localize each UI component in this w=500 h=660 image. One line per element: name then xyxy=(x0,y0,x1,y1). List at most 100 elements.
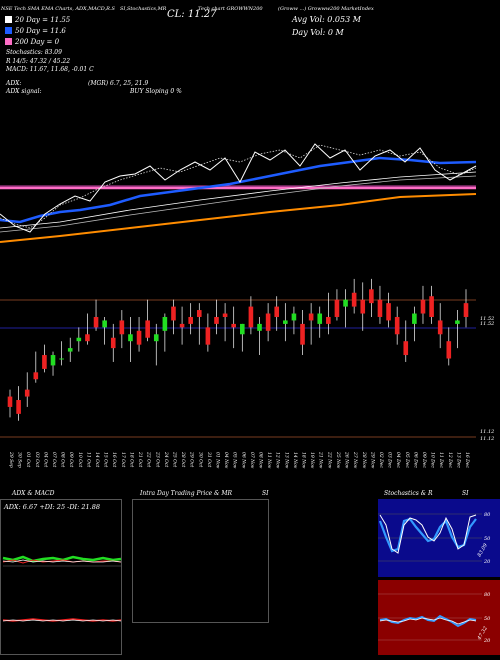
x-tick-label: 30 Oct xyxy=(197,452,203,467)
candle-body xyxy=(59,358,64,360)
price-line xyxy=(0,143,477,233)
adx-line xyxy=(2,559,122,563)
x-tick-label: 03 Oct xyxy=(34,452,40,467)
x-tick-label: 04 Nov xyxy=(223,452,229,469)
x-tick-label: 16 Dec xyxy=(464,452,470,468)
candle-body xyxy=(420,299,426,314)
r-value: R 14/5: 47.32 / 45.22 xyxy=(6,58,71,65)
adx-panel: ADX: 6.67 +DI: 25 -DI: 21.88 xyxy=(0,499,122,655)
legend-ma200: 200 Day = 0 xyxy=(5,38,59,46)
candle-body xyxy=(334,299,340,317)
candle-body xyxy=(369,289,374,304)
candle-body xyxy=(153,334,159,342)
price-label-bot1: 11.12 xyxy=(480,429,495,435)
candle-body xyxy=(188,316,193,324)
candle-body xyxy=(326,316,331,324)
stoch-tick-50: 50 xyxy=(484,536,491,542)
candle-body xyxy=(24,389,30,397)
x-tick-label: 22 Nov xyxy=(326,451,332,469)
ma50-label: 50 Day = 11.6 xyxy=(15,27,66,35)
price-chart: 29 Sep 30 Sep 01 Oct 03 Oct 04 Oct 07 Oct 08 O… xyxy=(0,143,477,469)
x-tick-label: 09 Dec xyxy=(421,452,427,468)
candle-body xyxy=(429,296,434,317)
x-tick-label: 08 Oct xyxy=(60,452,66,467)
x-tick-label: 30 Sep xyxy=(17,452,23,468)
candle-body xyxy=(265,313,271,331)
candle-body xyxy=(274,306,280,317)
x-axis-labels: 29 Sep 30 Sep 01 Oct 03 Oct 04 Oct 07 Oct 08 O… xyxy=(8,451,470,469)
legend-ma50: 50 Day = 11.6 xyxy=(5,27,66,35)
x-tick-label: 23 Oct xyxy=(154,451,160,467)
x-tick-label: 21 Nov xyxy=(318,451,324,469)
stoch-panel-title: Stochastics & R xyxy=(384,490,433,497)
candle-body xyxy=(240,323,245,335)
stoch-k-line xyxy=(379,514,477,554)
x-tick-label: 08 Nov xyxy=(258,452,264,469)
adx-minus-di-line xyxy=(2,559,122,564)
header-company: (Groww ...) Growww200 MarketIndex xyxy=(278,6,374,12)
buy-signal: BUY Sloping 0 % xyxy=(130,88,182,95)
stochastics-panel: 80 50 20 83.09 xyxy=(378,499,500,577)
x-tick-label: 28 Nov xyxy=(361,451,367,469)
x-tick-label: 24 Oct xyxy=(163,451,169,467)
intra-panel-title: Intra Day Trading Price & MR xyxy=(140,490,233,497)
x-tick-label: 09 Oct xyxy=(68,452,74,467)
candle-body xyxy=(343,299,348,307)
macd-value: MACD: 11.67, 11.68, -0.01 C xyxy=(6,66,94,73)
candle-body xyxy=(386,303,391,321)
x-tick-label: 15 Oct xyxy=(103,452,109,467)
stoch-value-label: 83.09 xyxy=(477,542,490,558)
candle-body xyxy=(403,341,409,356)
candle-body xyxy=(308,313,314,321)
candle-body xyxy=(248,306,254,328)
ma50-line xyxy=(0,156,477,224)
candle-body xyxy=(136,330,142,345)
x-tick-label: 11 Dec xyxy=(438,452,444,468)
candle-body xyxy=(283,320,288,324)
candle-body xyxy=(231,323,236,328)
x-tick-label: 28 Oct xyxy=(180,451,186,467)
rsi-chart: 80 50 20 47.32 xyxy=(378,592,491,644)
price-label-top2: 11.52 xyxy=(480,321,495,327)
x-tick-label: 17 Oct xyxy=(120,452,126,467)
header-title: NSE Tech SMA EMA Charts, ADX,MACD,R.S xyxy=(1,6,115,12)
x-tick-label: 14 Nov xyxy=(292,452,298,469)
header-chart-title: Tech chart GROWWN200 xyxy=(198,6,263,12)
orange-trend-line xyxy=(0,193,477,243)
candlesticks xyxy=(7,278,469,421)
day-vol: Day Vol: 0 M xyxy=(292,28,344,37)
x-tick-label: 29 Oct xyxy=(189,451,195,467)
rsi-tick-50: 50 xyxy=(484,616,491,622)
x-tick-label: 04 Dec xyxy=(395,452,401,468)
x-tick-label: 06 Dec xyxy=(412,452,418,468)
candle-body xyxy=(110,337,116,349)
rsi-line xyxy=(379,614,477,628)
gray-trend-line-2 xyxy=(0,171,477,229)
candle-body xyxy=(214,316,219,324)
x-tick-label: 29 Nov xyxy=(369,451,375,469)
rsi-tick-80: 80 xyxy=(484,592,491,598)
stochastics-chart: 80 50 20 83.09 xyxy=(378,512,491,565)
adx-panel-title: ADX & MACD xyxy=(12,490,55,497)
candle-body xyxy=(291,313,297,321)
legend-ma20: 20 Day = 11.55 xyxy=(5,16,70,24)
stochastics-value: Stochastics: 83.09 xyxy=(6,49,62,56)
x-tick-label: 04 Oct xyxy=(42,452,48,467)
ma200-swatch xyxy=(5,38,12,45)
candle-body xyxy=(42,355,47,369)
adx-label: ADX: xyxy=(6,80,22,87)
adx-macd-chart xyxy=(2,555,122,622)
macd-signal-line xyxy=(2,619,122,622)
x-tick-label: 19 Nov xyxy=(309,452,315,469)
x-tick-label: 18 Nov xyxy=(301,452,307,469)
intraday-panel xyxy=(132,499,269,623)
rsi-signal-line xyxy=(379,617,477,625)
x-tick-label: 07 Oct xyxy=(51,452,57,467)
x-tick-label: 22 Oct xyxy=(146,451,152,467)
candle-body xyxy=(179,323,185,328)
candle-body xyxy=(196,310,202,317)
macd-line xyxy=(2,618,122,622)
x-tick-label: 21 Oct xyxy=(137,451,143,467)
candle-body xyxy=(205,327,211,345)
candle-body xyxy=(412,313,417,324)
